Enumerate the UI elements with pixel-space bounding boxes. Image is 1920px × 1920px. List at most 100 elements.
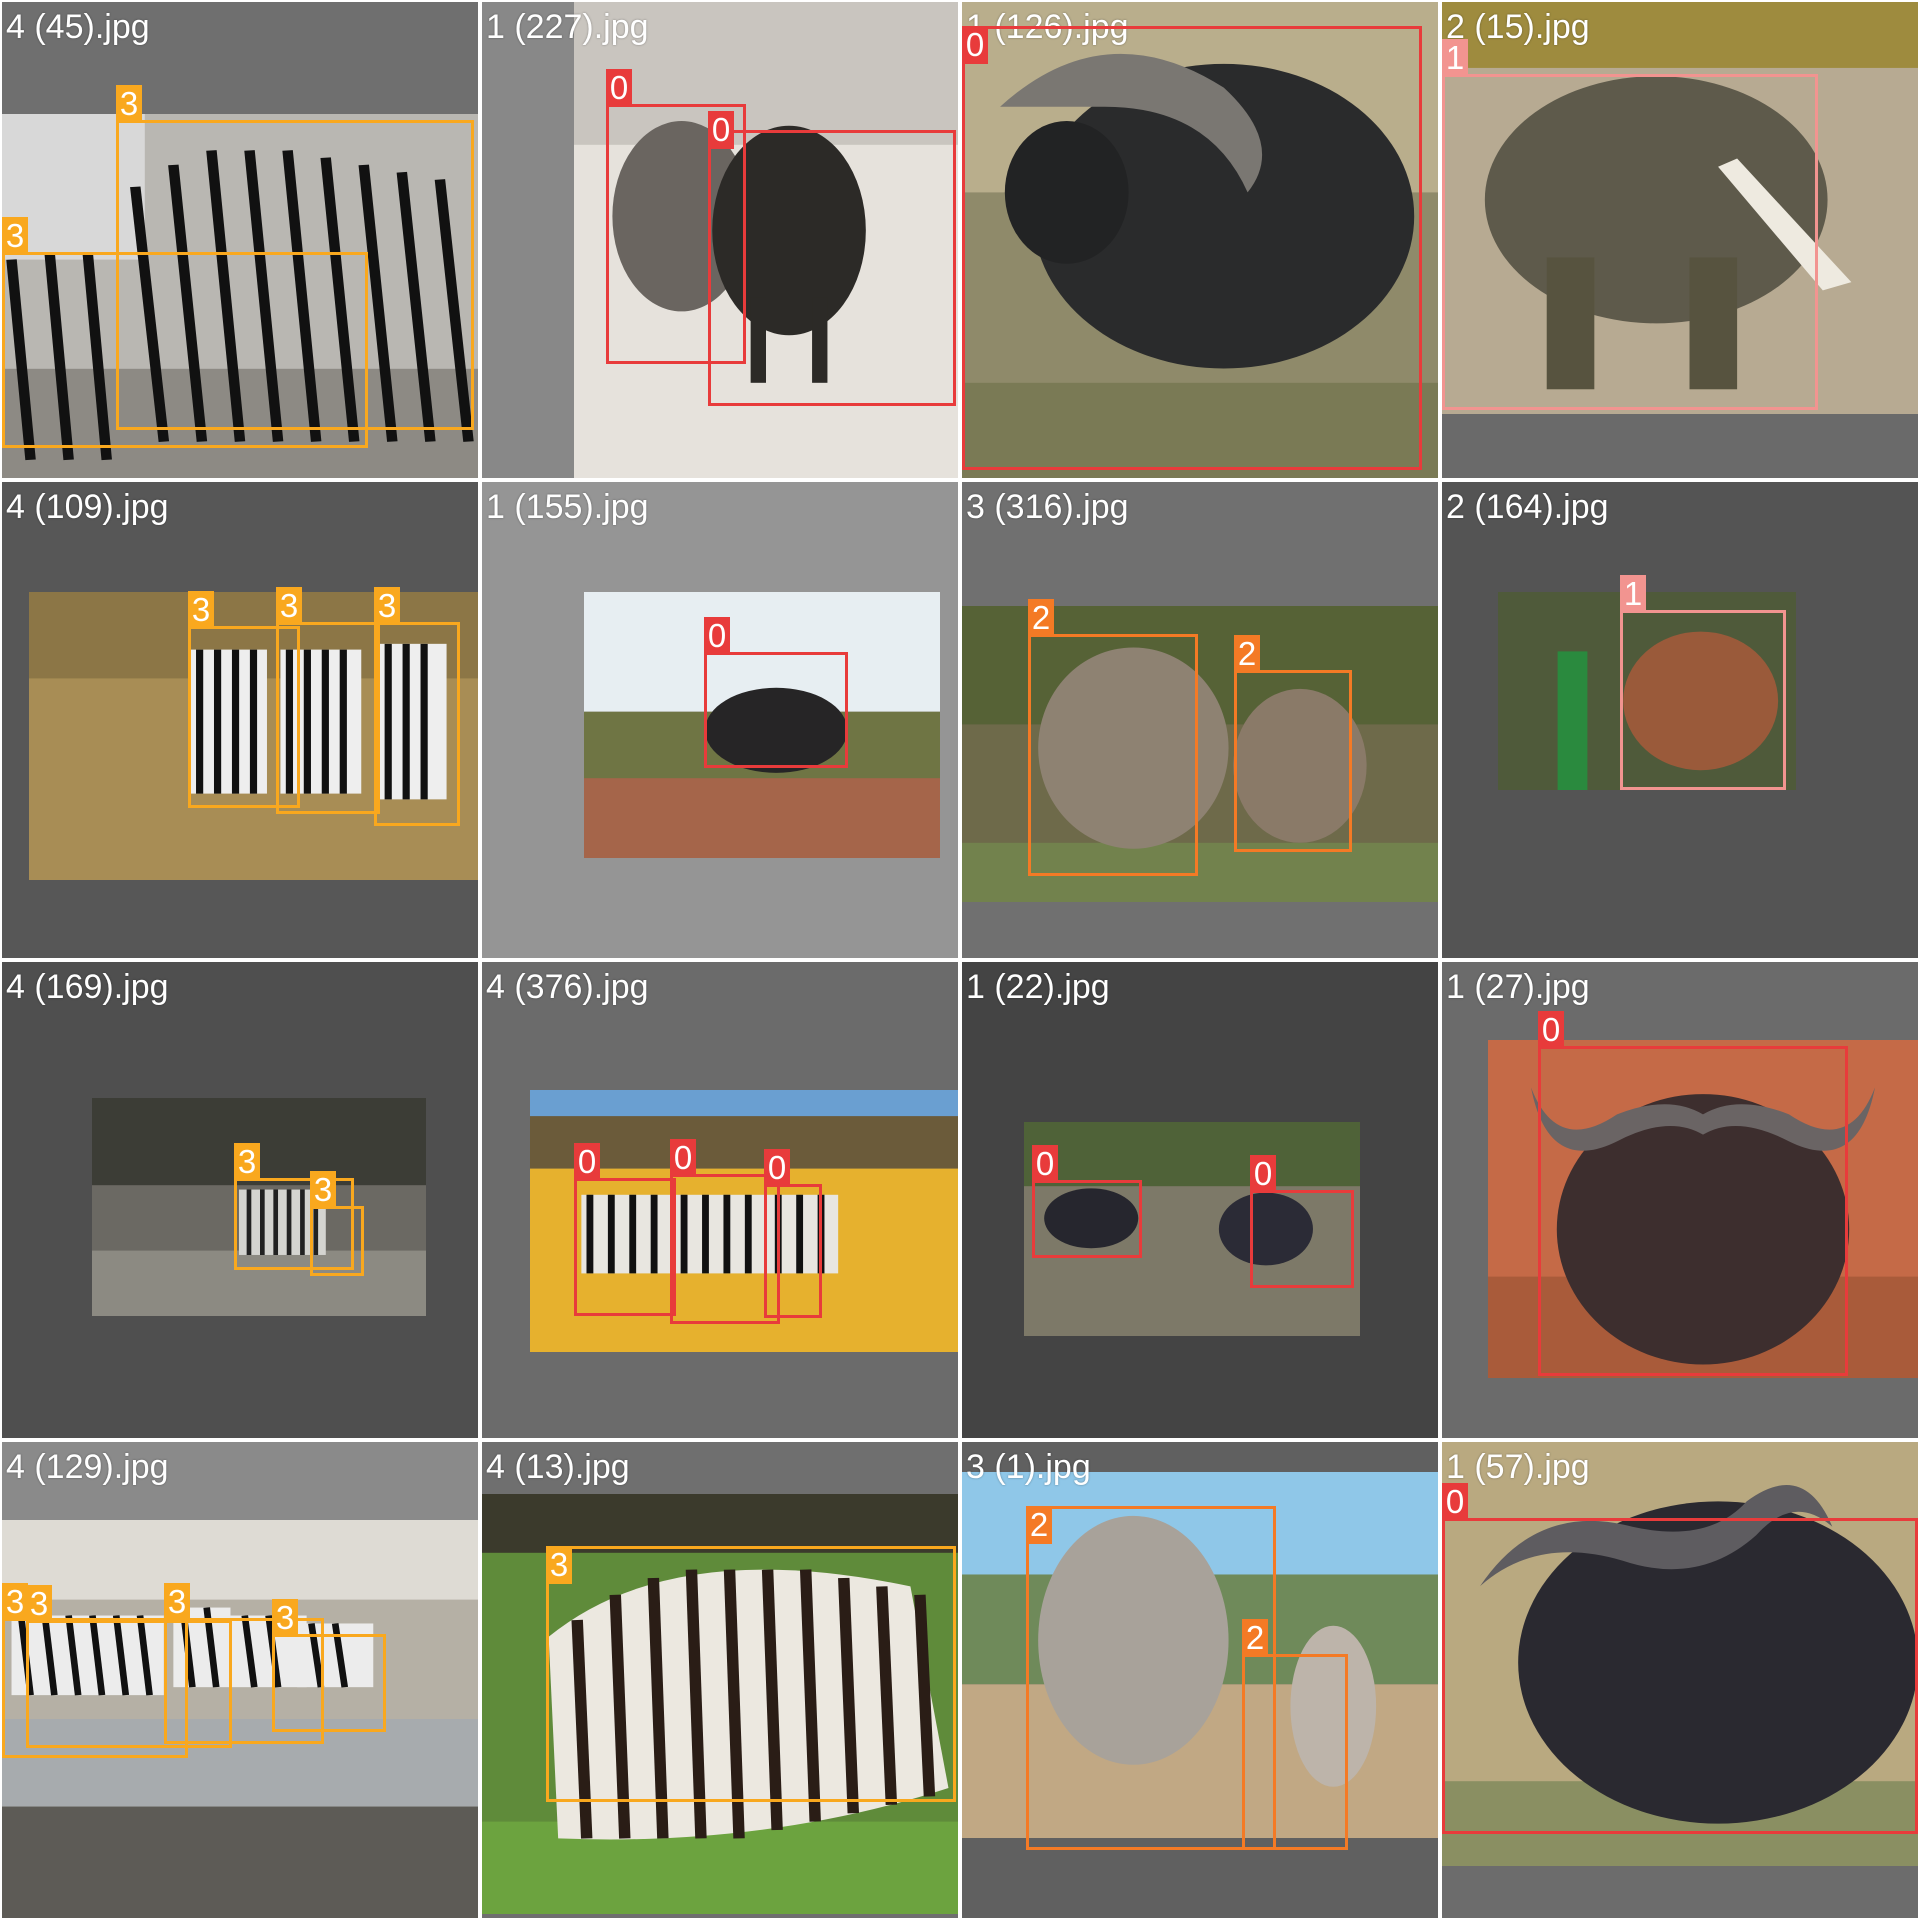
tile-photo — [962, 2, 1438, 478]
tile-photo — [574, 2, 958, 478]
tile-photo — [962, 1472, 1438, 1838]
tile-filename: 4 (13).jpg — [486, 1448, 630, 1486]
bbox: 2 — [1242, 1619, 1348, 1850]
bbox-label: 3 — [26, 1585, 52, 1623]
zebra-photo — [2, 1520, 478, 1918]
bbox: 3 — [546, 1546, 956, 1802]
bbox-label: 0 — [1538, 1011, 1564, 1049]
bbox-label: 0 — [574, 1143, 600, 1181]
bbox: 3 — [164, 1583, 324, 1744]
elephant-photo — [1498, 592, 1796, 790]
mosaic-tile: 1 (227).jpg 0 0 — [482, 2, 958, 478]
bbox: 3 — [374, 587, 460, 826]
bbox: 0 — [574, 1143, 676, 1316]
bbox: 0 — [962, 26, 1422, 470]
tile-filename: 2 (15).jpg — [1446, 8, 1590, 46]
tile-photo — [92, 1098, 426, 1316]
bbox-label: 3 — [2, 217, 28, 255]
tile-filename: 4 (169).jpg — [6, 968, 169, 1006]
bbox-label: 2 — [1028, 599, 1054, 637]
tile-photo — [2, 114, 478, 478]
zebra-photo — [29, 592, 478, 880]
tile-filename: 4 (109).jpg — [6, 488, 169, 526]
tile-filename: 1 (27).jpg — [1446, 968, 1590, 1006]
tile-filename: 1 (57).jpg — [1446, 1448, 1590, 1486]
bbox: 0 — [1538, 1011, 1848, 1376]
mosaic-tile: 4 (376).jpg 0 0 0 — [482, 962, 958, 1438]
buffalo-photo — [1442, 1442, 1918, 1866]
tile-photo — [1498, 592, 1796, 790]
bbox-label: 3 — [546, 1546, 572, 1584]
mosaic-tile: 3 (316).jpg 2 2 — [962, 482, 1438, 958]
bbox-label: 3 — [116, 85, 142, 123]
tile-photo — [1442, 1442, 1918, 1866]
tile-photo — [1442, 2, 1918, 414]
bbox-label: 0 — [962, 26, 988, 64]
bbox: 0 — [1250, 1155, 1354, 1288]
zebra-photo — [2, 114, 478, 478]
tile-photo — [29, 592, 478, 880]
bbox: 0 — [1442, 1483, 1918, 1834]
tile-filename: 2 (164).jpg — [1446, 488, 1609, 526]
tile-filename: 4 (129).jpg — [6, 1448, 169, 1486]
mosaic-tile: 1 (155).jpg 0 — [482, 482, 958, 958]
tile-filename: 4 (45).jpg — [6, 8, 150, 46]
bbox: 1 — [1620, 575, 1786, 790]
bbox: 3 — [234, 1143, 354, 1270]
bbox: 1 — [1442, 39, 1818, 410]
bbox-label: 3 — [272, 1599, 298, 1637]
bbox-label: 2 — [1026, 1506, 1052, 1544]
tile-filename: 1 (22).jpg — [966, 968, 1110, 1006]
mosaic-tile: 4 (129).jpg 3 3 3 3 — [2, 1442, 478, 1918]
tile-filename: 1 (227).jpg — [486, 8, 649, 46]
bbox-label: 3 — [2, 1583, 28, 1621]
mosaic-tile: 1 (27).jpg 0 — [1442, 962, 1918, 1438]
tile-filename: 4 (376).jpg — [486, 968, 649, 1006]
mosaic-tile: 1 (22).jpg 0 0 — [962, 962, 1438, 1438]
bbox-label: 3 — [374, 587, 400, 625]
mosaic-tile: 4 (109).jpg 3 3 3 — [2, 482, 478, 958]
zebra-photo — [92, 1098, 426, 1316]
mosaic-tile: 1 (57).jpg 0 — [1442, 1442, 1918, 1918]
bbox-label: 3 — [310, 1171, 336, 1209]
bbox-label: 0 — [670, 1139, 696, 1177]
bbox-label: 0 — [606, 69, 632, 107]
bbox: 0 — [704, 617, 848, 768]
bbox-label: 0 — [704, 617, 730, 655]
bbox-label: 3 — [276, 587, 302, 625]
bbox-label: 0 — [1442, 1483, 1468, 1521]
mosaic-tile: 4 (13).jpg 3 — [482, 1442, 958, 1918]
bbox: 3 — [310, 1171, 364, 1276]
bbox-label: 0 — [708, 111, 734, 149]
mosaic-tile: 4 (45).jpg 3 3 — [2, 2, 478, 478]
mosaic-tile: 2 (15).jpg 1 — [1442, 2, 1918, 478]
elephant-photo — [1442, 2, 1918, 414]
bbox: 0 — [1032, 1145, 1142, 1258]
rhino-photo — [962, 606, 1438, 902]
bbox-label: 0 — [764, 1149, 790, 1187]
bbox-label: 0 — [1250, 1155, 1276, 1193]
mosaic-tile: 1 (126).jpg 0 — [962, 2, 1438, 478]
buffalo-photo — [1024, 1122, 1360, 1336]
mosaic-tile: 2 (164).jpg 1 — [1442, 482, 1918, 958]
bbox: 0 — [670, 1139, 780, 1324]
bbox-label: 2 — [1242, 1619, 1268, 1657]
bbox: 3 — [2, 217, 368, 448]
bbox: 3 — [272, 1599, 386, 1732]
bbox: 0 — [708, 111, 956, 406]
bbox-label: 2 — [1234, 635, 1260, 673]
bbox: 2 — [1028, 599, 1198, 876]
bbox-label: 1 — [1620, 575, 1646, 613]
mosaic-tile: 4 (169).jpg 3 3 — [2, 962, 478, 1438]
bbox-label: 3 — [234, 1143, 260, 1181]
bbox: 3 — [188, 591, 300, 808]
bbox: 3 — [276, 587, 380, 814]
bbox: 2 — [1234, 635, 1352, 852]
buffalo-photo — [584, 592, 940, 858]
bbox: 0 — [764, 1149, 822, 1318]
tile-photo — [2, 1520, 478, 1918]
mosaic-tile: 3 (1).jpg 2 2 — [962, 1442, 1438, 1918]
bbox: 3 — [2, 1583, 188, 1758]
bbox-label: 3 — [164, 1583, 190, 1621]
